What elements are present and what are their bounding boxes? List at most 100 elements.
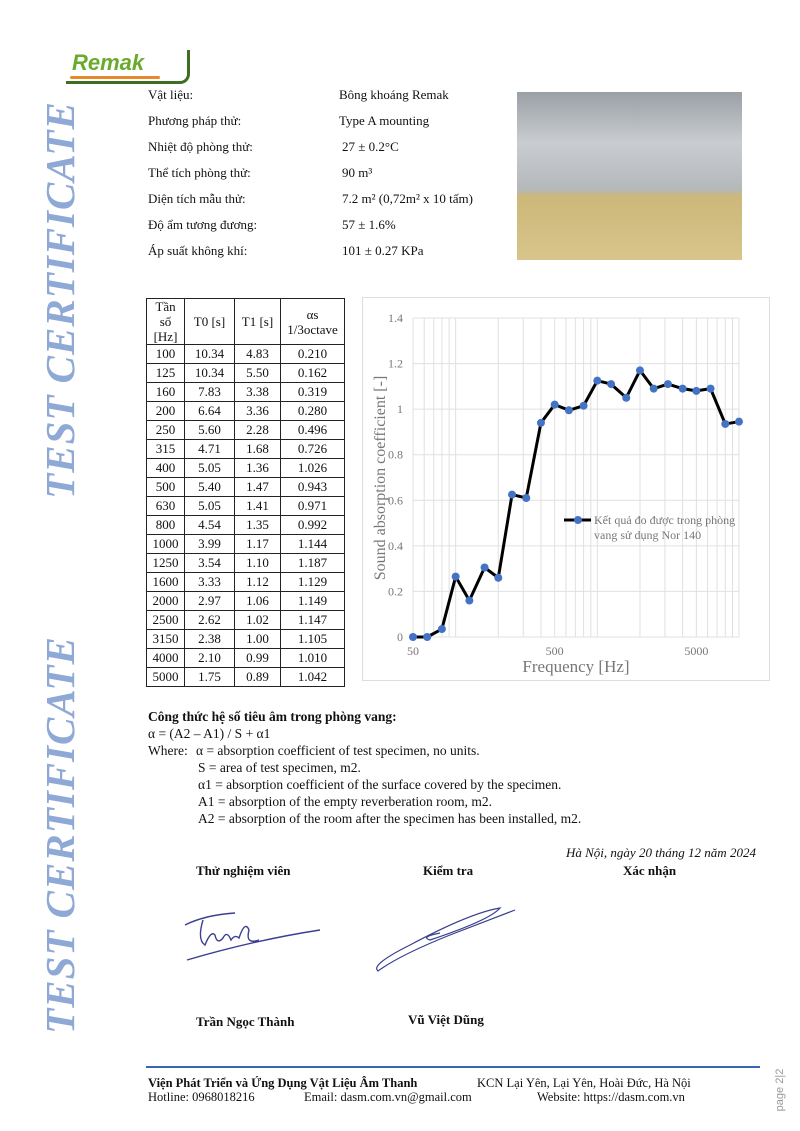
table-cell: 250 bbox=[146, 420, 185, 440]
table-cell: 1.149 bbox=[280, 591, 345, 611]
data-point bbox=[465, 596, 474, 605]
x-tick-label: 500 bbox=[546, 644, 564, 658]
table-cell: 1.36 bbox=[234, 458, 281, 478]
table-cell: 1.06 bbox=[234, 591, 281, 611]
legend: Kết quả đo được trong phòng vang sử dụng… bbox=[564, 513, 735, 542]
table-cell: 5000 bbox=[146, 667, 185, 687]
def-alpha: α = absorption coefficient of test speci… bbox=[196, 743, 480, 758]
x-tick-label: 50 bbox=[407, 644, 419, 658]
footer-org: Viện Phát Triển và Ứng Dụng Vật Liệu Âm … bbox=[148, 1076, 418, 1090]
table-cell: 1.02 bbox=[234, 610, 281, 630]
y-tick-label: 0.6 bbox=[388, 493, 403, 507]
table-row: 100 10.34 4.83 0.210 bbox=[146, 344, 345, 364]
tester-name: Trần Ngọc Thành bbox=[196, 1014, 295, 1029]
data-point bbox=[564, 406, 573, 415]
table-cell: 1.147 bbox=[280, 610, 345, 630]
footer-address: KCN Lại Yên, Lại Yên, Hoài Đức, Hà Nội bbox=[477, 1076, 691, 1090]
info-value: Type A mounting bbox=[339, 113, 430, 128]
table-cell: 1000 bbox=[146, 534, 185, 554]
formula-title: Công thức hệ số tiêu âm trong phòng vang… bbox=[148, 709, 397, 724]
table-cell: 3.38 bbox=[234, 382, 281, 402]
table-cell: 4.83 bbox=[234, 344, 281, 364]
table-row: 315 4.71 1.68 0.726 bbox=[146, 439, 345, 459]
table-cell: 2.97 bbox=[184, 591, 235, 611]
table-row: 2500 2.62 1.02 1.147 bbox=[146, 610, 345, 630]
data-point bbox=[692, 386, 701, 395]
table-cell: 1.129 bbox=[280, 572, 345, 592]
table-cell: 2000 bbox=[146, 591, 185, 611]
data-point bbox=[735, 417, 743, 426]
role-checker: Kiểm tra bbox=[423, 863, 474, 878]
table-cell: 1600 bbox=[146, 572, 185, 592]
data-point bbox=[536, 418, 545, 427]
legend-label-line1: Kết quả đo được trong phòng bbox=[594, 513, 735, 527]
col-header: αs 1/3octave bbox=[280, 298, 345, 345]
table-cell: 3.99 bbox=[184, 534, 235, 554]
table-cell: 1.042 bbox=[280, 667, 345, 687]
watermark-test-certificate-bottom: TEST CERTIFICATE bbox=[37, 636, 83, 1034]
table-cell: 2.62 bbox=[184, 610, 235, 630]
info-value: 90 m³ bbox=[342, 165, 373, 180]
table-cell: 2.10 bbox=[184, 648, 235, 668]
table-row: 500 5.40 1.47 0.943 bbox=[146, 477, 345, 497]
results-table: Tần số [Hz] T0 [s] T1 [s] αs 1/3octave 1… bbox=[146, 298, 345, 687]
table-cell: 3.33 bbox=[184, 572, 235, 592]
sign-date: Hà Nội, ngày 20 tháng 12 năm 2024 bbox=[566, 845, 756, 860]
x-axis-label: Frequency [Hz] bbox=[522, 657, 629, 676]
table-cell: 0.319 bbox=[280, 382, 345, 402]
table-cell: 2500 bbox=[146, 610, 185, 630]
table-row: 200 6.64 3.36 0.280 bbox=[146, 401, 345, 421]
table-cell: 5.40 bbox=[184, 477, 235, 497]
data-point bbox=[522, 494, 531, 503]
table-cell: 3.54 bbox=[184, 553, 235, 573]
table-cell: 1.47 bbox=[234, 477, 281, 497]
data-point bbox=[494, 573, 503, 582]
info-value: 101 ± 0.27 KPa bbox=[342, 243, 424, 258]
table-cell: 800 bbox=[146, 515, 185, 535]
table-row: 800 4.54 1.35 0.992 bbox=[146, 515, 345, 535]
table-cell: 0.992 bbox=[280, 515, 345, 535]
info-value: 27 ± 0.2°C bbox=[342, 139, 399, 154]
col-header: Tần số [Hz] bbox=[146, 298, 185, 345]
data-point bbox=[649, 384, 658, 393]
table-cell: 0.99 bbox=[234, 648, 281, 668]
table-cell: 125 bbox=[146, 363, 185, 383]
table-cell: 0.496 bbox=[280, 420, 345, 440]
info-label: Phương pháp thử: bbox=[148, 113, 242, 128]
def-s: S = area of test specimen, m2. bbox=[198, 760, 361, 775]
table-cell: 1.144 bbox=[280, 534, 345, 554]
x-tick-label: 5000 bbox=[684, 644, 708, 658]
table-cell: 2.38 bbox=[184, 629, 235, 649]
page-number: page 2|2 bbox=[774, 1068, 786, 1112]
data-point bbox=[451, 572, 460, 581]
data-point bbox=[508, 490, 517, 499]
table-cell: 1250 bbox=[146, 553, 185, 573]
table-cell: 1.105 bbox=[280, 629, 345, 649]
data-point bbox=[721, 419, 730, 428]
table-cell: 0.971 bbox=[280, 496, 345, 516]
table-row: 630 5.05 1.41 0.971 bbox=[146, 496, 345, 516]
table-cell: 0.89 bbox=[234, 667, 281, 687]
table-cell: 630 bbox=[146, 496, 185, 516]
table-cell: 500 bbox=[146, 477, 185, 497]
info-label: Diện tích mẫu thử: bbox=[148, 191, 246, 206]
table-row: 1600 3.33 1.12 1.129 bbox=[146, 572, 345, 592]
table-cell: 200 bbox=[146, 401, 185, 421]
info-label: Thể tích phòng thử: bbox=[148, 165, 251, 180]
watermark-test-certificate-top: TEST CERTIFICATE bbox=[37, 101, 83, 499]
table-cell: 1.75 bbox=[184, 667, 235, 687]
table-cell: 1.00 bbox=[234, 629, 281, 649]
table-cell: 3.36 bbox=[234, 401, 281, 421]
data-point bbox=[550, 400, 559, 409]
table-row: 1250 3.54 1.10 1.187 bbox=[146, 553, 345, 573]
data-point bbox=[663, 380, 672, 389]
table-cell: 1.026 bbox=[280, 458, 345, 478]
table-cell: 315 bbox=[146, 439, 185, 459]
table-cell: 1.187 bbox=[280, 553, 345, 573]
table-row: 125 10.34 5.50 0.162 bbox=[146, 363, 345, 383]
col-header: T1 [s] bbox=[234, 298, 281, 345]
table-cell: 100 bbox=[146, 344, 185, 364]
y-tick-label: 0.4 bbox=[388, 539, 403, 553]
remak-logo: Remak bbox=[66, 50, 190, 84]
data-point bbox=[409, 633, 417, 641]
